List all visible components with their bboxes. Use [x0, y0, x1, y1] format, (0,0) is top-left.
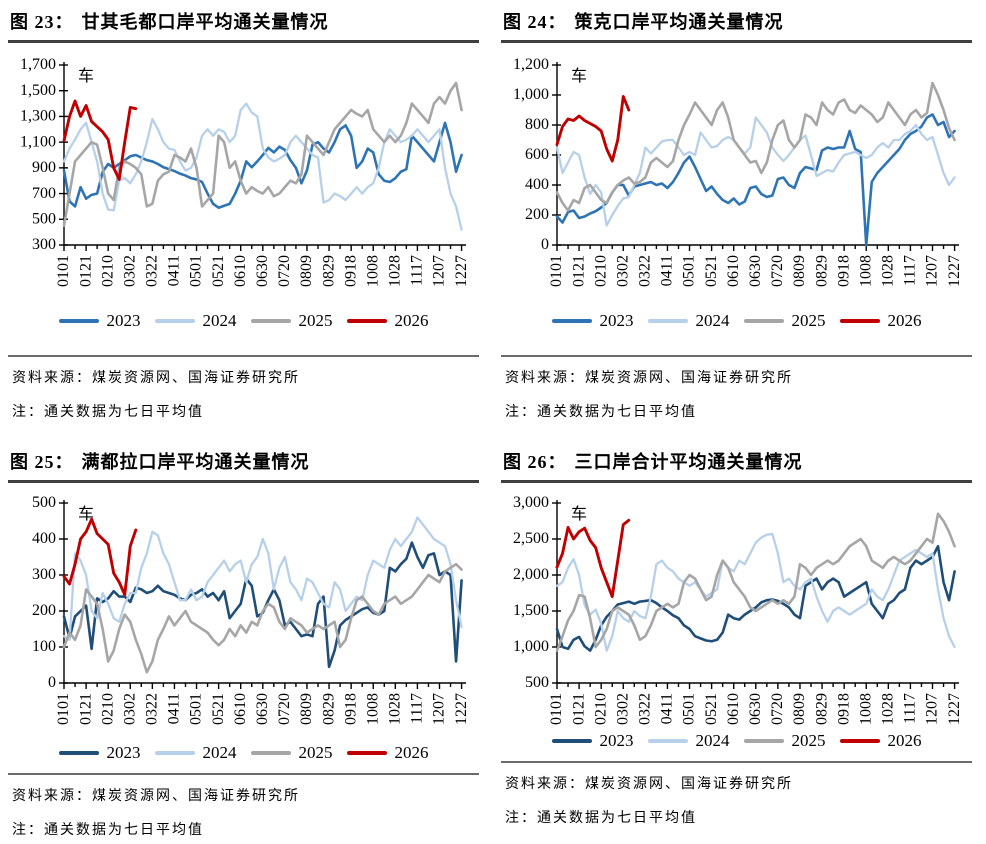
figure-number: 图 23：	[10, 12, 74, 32]
chart-legend: 2023 2024 2025 2026	[501, 311, 972, 331]
figure-title-text: 甘其毛都口岸平均通关量情况	[81, 12, 329, 32]
legend-label: 2023	[106, 743, 141, 762]
legend-line-swatch	[250, 319, 291, 323]
legend-item-2024: 2024	[154, 311, 237, 331]
legend-line-swatch	[346, 319, 387, 323]
legend-line-swatch	[743, 739, 784, 743]
legend-line-swatch	[647, 319, 688, 323]
source-text: 资料来源：煤炭资源网、国海证券研究所	[12, 371, 300, 386]
note-text: 注：通关数据为七日平均值	[505, 811, 697, 826]
legend-line-swatch	[551, 319, 592, 323]
panel-fig26: 图 26： 三口岸合计平均通关量情况 2023 2024 2025 2026 资料…	[493, 440, 986, 844]
legend-label: 2024	[695, 731, 730, 750]
legend-line-swatch	[839, 739, 880, 743]
legend-item-2024: 2024	[154, 743, 237, 763]
figure-title-text: 策克口岸平均通关量情况	[574, 12, 784, 32]
legend-label: 2025	[298, 311, 333, 330]
legend-label: 2025	[298, 743, 333, 762]
legend-item-2025: 2025	[743, 311, 826, 331]
figure-title-text: 满都拉口岸平均通关量情况	[81, 452, 310, 472]
figure-number: 图 26：	[503, 452, 567, 472]
legend-label: 2023	[599, 311, 634, 330]
legend-item-2026: 2026	[346, 311, 429, 331]
legend-item-2023: 2023	[551, 311, 634, 331]
legend-item-2025: 2025	[250, 743, 333, 763]
legend-item-2023: 2023	[551, 731, 634, 751]
legend-item-2024: 2024	[647, 311, 730, 331]
figure-number: 图 24：	[503, 12, 567, 32]
source-text: 资料来源：煤炭资源网、国海证券研究所	[505, 371, 793, 386]
figure-title: 图 25： 满都拉口岸平均通关量情况	[8, 446, 479, 483]
figure-title: 图 23： 甘其毛都口岸平均通关量情况	[8, 6, 479, 43]
legend-label: 2024	[202, 311, 237, 330]
legend-line-swatch	[58, 751, 99, 755]
legend-label: 2026	[394, 743, 429, 762]
chart-canvas-fig26	[501, 491, 971, 743]
panel-fig23: 图 23： 甘其毛都口岸平均通关量情况 2023 2024 2025 2026 资…	[0, 0, 493, 440]
legend-label: 2026	[887, 731, 922, 750]
panel-fig24: 图 24： 策克口岸平均通关量情况 2023 2024 2025 2026 资料来…	[493, 0, 986, 440]
divider	[8, 355, 479, 357]
figure-title: 图 24： 策克口岸平均通关量情况	[501, 6, 972, 43]
note-text: 注：通关数据为七日平均值	[12, 823, 204, 838]
source-text: 资料来源：煤炭资源网、国海证券研究所	[12, 789, 300, 804]
legend-label: 2023	[599, 731, 634, 750]
legend-line-swatch	[58, 319, 99, 323]
legend-label: 2024	[202, 743, 237, 762]
legend-label: 2026	[887, 311, 922, 330]
figure-number: 图 25：	[10, 452, 74, 472]
legend-item-2026: 2026	[839, 731, 922, 751]
panel-fig25: 图 25： 满都拉口岸平均通关量情况 2023 2024 2025 2026 资料…	[0, 440, 493, 844]
legend-label: 2025	[791, 731, 826, 750]
legend-label: 2026	[394, 311, 429, 330]
legend-line-swatch	[154, 319, 195, 323]
chart-legend: 2023 2024 2025 2026	[501, 731, 972, 751]
legend-label: 2025	[791, 311, 826, 330]
legend-item-2026: 2026	[839, 311, 922, 331]
chart-legend: 2023 2024 2025 2026	[8, 311, 479, 331]
figure-title: 图 26： 三口岸合计平均通关量情况	[501, 446, 972, 483]
legend-line-swatch	[346, 751, 387, 755]
chart-canvas-fig25	[8, 491, 478, 743]
legend-item-2025: 2025	[250, 311, 333, 331]
legend-label: 2024	[695, 311, 730, 330]
chart-legend: 2023 2024 2025 2026	[8, 743, 479, 763]
divider	[501, 355, 972, 357]
note-text: 注：通关数据为七日平均值	[505, 405, 697, 420]
legend-line-swatch	[551, 739, 592, 743]
legend-line-swatch	[743, 319, 784, 323]
chart-canvas-fig23	[8, 53, 478, 305]
legend-item-2023: 2023	[58, 311, 141, 331]
legend-line-swatch	[154, 751, 195, 755]
source-text: 资料来源：煤炭资源网、国海证券研究所	[505, 777, 793, 792]
legend-label: 2023	[106, 311, 141, 330]
figure-title-text: 三口岸合计平均通关量情况	[574, 452, 803, 472]
legend-line-swatch	[647, 739, 688, 743]
legend-item-2025: 2025	[743, 731, 826, 751]
legend-item-2026: 2026	[346, 743, 429, 763]
legend-line-swatch	[250, 751, 291, 755]
legend-item-2024: 2024	[647, 731, 730, 751]
divider	[8, 773, 479, 775]
legend-line-swatch	[839, 319, 880, 323]
chart-canvas-fig24	[501, 53, 971, 305]
divider	[501, 761, 972, 763]
legend-item-2023: 2023	[58, 743, 141, 763]
note-text: 注：通关数据为七日平均值	[12, 405, 204, 420]
